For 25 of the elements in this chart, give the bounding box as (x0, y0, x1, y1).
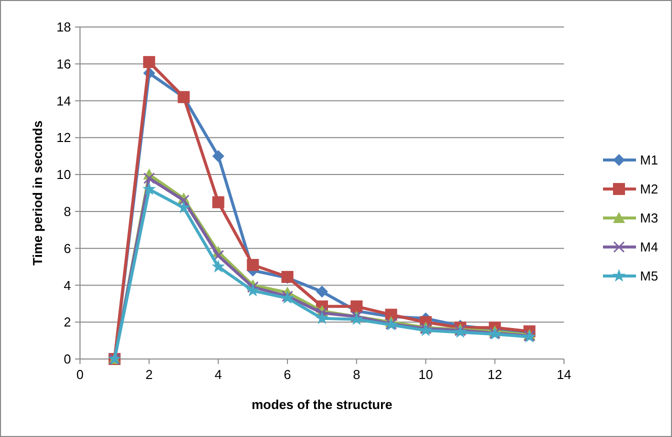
legend-label: M1 (640, 152, 658, 168)
legend-label: M4 (640, 240, 658, 255)
y-tick-label: 2 (64, 314, 71, 330)
y-axis-title: Time period in seconds (30, 120, 45, 266)
x-tick-label: 0 (76, 367, 84, 382)
legend-label: M5 (640, 268, 658, 284)
y-tick-label: 0 (64, 352, 71, 367)
x-tick-label: 12 (488, 367, 502, 382)
x-tick-label: 14 (556, 367, 572, 382)
x-tick-label: 4 (214, 367, 222, 382)
legend-label: M2 (640, 182, 658, 197)
legend-label: M3 (640, 210, 658, 226)
y-tick-label: 8 (64, 204, 71, 219)
x-tick-label: 10 (418, 367, 433, 382)
y-tick-label: 18 (56, 20, 71, 35)
y-tick-label: 4 (64, 278, 71, 293)
y-tick-label: 6 (64, 240, 71, 256)
x-tick-label: 8 (352, 367, 360, 382)
y-tick-label: 14 (56, 93, 71, 108)
y-tick-label: 10 (56, 167, 71, 182)
x-tick-label: 6 (284, 367, 292, 382)
x-tick-label: 2 (146, 367, 153, 382)
y-tick-label: 12 (56, 130, 71, 146)
y-tick-label: 16 (56, 56, 71, 72)
x-axis-title: modes of the structure (252, 397, 392, 412)
